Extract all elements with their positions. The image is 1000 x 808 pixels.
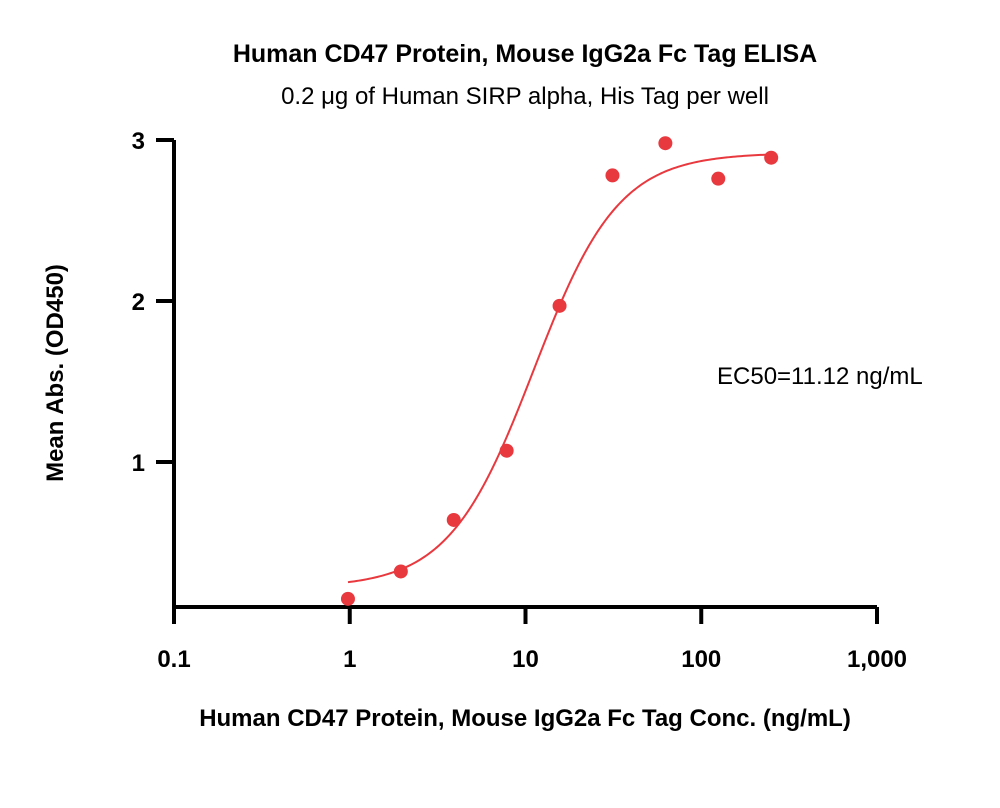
- x-tick-label: 100: [681, 646, 721, 673]
- data-point: [446, 512, 461, 527]
- x-tick-label: 0.1: [157, 646, 190, 673]
- ec50-annotation: EC50=11.12 ng/mL: [717, 363, 923, 390]
- y-tick-label: 1: [132, 450, 145, 477]
- data-point: [552, 298, 567, 313]
- data-point: [658, 136, 673, 151]
- data-point: [605, 168, 620, 183]
- x-axis-label: Human CD47 Protein, Mouse IgG2a Fc Tag C…: [199, 705, 851, 732]
- data-point: [340, 591, 355, 606]
- data-point: [711, 171, 726, 186]
- x-tick-label: 10: [512, 646, 539, 673]
- plot-area: 0.1 1 10 100 1,000 1 2 3: [132, 128, 907, 673]
- fit-curve: [347, 153, 772, 584]
- data-point: [499, 443, 514, 458]
- data-point: [393, 564, 408, 579]
- data-point: [764, 150, 779, 165]
- x-tick-label: 1,000: [847, 646, 907, 673]
- y-axis-label: Mean Abs. (OD450): [42, 264, 69, 482]
- y-tick-label: 3: [132, 128, 145, 155]
- y-tick-label: 2: [132, 289, 145, 316]
- x-tick-label: 1: [343, 646, 356, 673]
- chart-title: Human CD47 Protein, Mouse IgG2a Fc Tag E…: [233, 40, 817, 68]
- chart-subtitle: 0.2 μg of Human SIRP alpha, His Tag per …: [281, 83, 769, 110]
